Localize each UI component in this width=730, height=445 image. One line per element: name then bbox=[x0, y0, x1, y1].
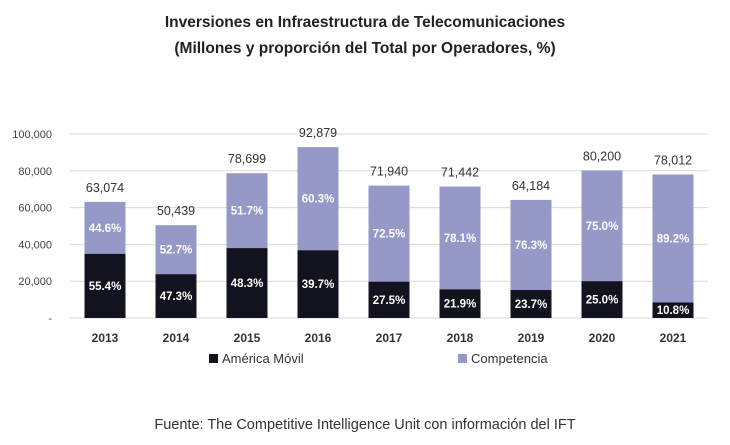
x-tick-label: 2019 bbox=[518, 331, 545, 345]
legend-swatch-america-movil bbox=[209, 354, 218, 363]
label-competencia-2013: 44.6% bbox=[89, 223, 122, 235]
bar-america-movil-2016 bbox=[297, 250, 339, 318]
label-competencia-2015: 51.7% bbox=[231, 206, 264, 218]
bar-competencia-2014 bbox=[155, 225, 197, 275]
x-tick-label: 2016 bbox=[305, 331, 332, 345]
total-label-2017: 71,940 bbox=[370, 165, 408, 179]
bar-america-movil-2014 bbox=[155, 274, 197, 318]
label-competencia-2019: 76.3% bbox=[515, 240, 548, 252]
label-competencia-2020: 75.0% bbox=[586, 221, 619, 233]
x-tick-label: 2013 bbox=[92, 331, 119, 345]
y-tick-label: 20,000 bbox=[18, 276, 52, 288]
bar-america-movil-2019 bbox=[510, 290, 552, 318]
label-america-movil-2020: 25.0% bbox=[586, 295, 619, 307]
total-label-2021: 78,012 bbox=[654, 153, 692, 167]
bar-competencia-2019 bbox=[510, 199, 552, 291]
x-tick-label: 2014 bbox=[163, 331, 190, 345]
x-tick-label: 2020 bbox=[589, 331, 616, 345]
label-america-movil-2015: 48.3% bbox=[231, 278, 264, 290]
bar-america-movil-2015 bbox=[226, 248, 268, 318]
legend: América Móvil Competencia bbox=[209, 351, 548, 366]
label-competencia-2018: 78.1% bbox=[444, 233, 477, 245]
legend-label-competencia: Competencia bbox=[471, 351, 548, 366]
bar-america-movil-2021 bbox=[652, 302, 694, 318]
chart-title: Inversiones en Infraestructura de Teleco… bbox=[164, 14, 566, 31]
x-tick-label: 2018 bbox=[447, 331, 474, 345]
total-label-2019: 64,184 bbox=[512, 179, 550, 193]
label-america-movil-2018: 21.9% bbox=[444, 299, 477, 311]
source-note: Fuente: The Competitive Intelligence Uni… bbox=[154, 417, 576, 433]
label-america-movil-2013: 55.4% bbox=[89, 281, 122, 293]
bar-competencia-2018 bbox=[439, 186, 481, 290]
label-competencia-2014: 52.7% bbox=[160, 245, 193, 257]
legend-swatch-competencia bbox=[458, 354, 467, 363]
bar-america-movil-2013 bbox=[84, 253, 126, 318]
total-label-2014: 50,439 bbox=[157, 204, 195, 218]
bar-america-movil-2020 bbox=[581, 281, 623, 318]
label-america-movil-2021: 10.8% bbox=[657, 305, 690, 317]
bar-competencia-2016 bbox=[297, 147, 339, 251]
bar-competencia-2015 bbox=[226, 173, 268, 249]
y-tick-label: 100,000 bbox=[12, 129, 52, 141]
total-label-2016: 92,879 bbox=[299, 126, 337, 140]
bar-competencia-2017 bbox=[368, 185, 410, 282]
label-america-movil-2017: 27.5% bbox=[373, 295, 406, 307]
bars bbox=[84, 147, 694, 318]
y-tick-label: - bbox=[48, 313, 52, 325]
bar-america-movil-2018 bbox=[439, 289, 481, 318]
total-label-2020: 80,200 bbox=[583, 149, 621, 163]
y-tick-label: 60,000 bbox=[18, 203, 52, 215]
bar-competencia-2020 bbox=[581, 170, 623, 282]
label-competencia-2017: 72.5% bbox=[373, 229, 406, 241]
x-tick-label: 2015 bbox=[234, 331, 261, 345]
legend-label-america-movil: América Móvil bbox=[222, 351, 304, 366]
labels: - 20,000 40,000 60,000 80,000 100,000 55.4% 44.… bbox=[12, 126, 692, 345]
label-competencia-2016: 60.3% bbox=[302, 194, 335, 206]
x-tick-label: 2021 bbox=[660, 331, 687, 345]
label-america-movil-2016: 39.7% bbox=[302, 279, 335, 291]
y-tick-label: 40,000 bbox=[18, 239, 52, 251]
bar-competencia-2021 bbox=[652, 174, 694, 303]
bar-america-movil-2017 bbox=[368, 281, 410, 318]
total-label-2015: 78,699 bbox=[228, 152, 266, 166]
bar-competencia-2013 bbox=[84, 201, 126, 254]
total-label-2018: 71,442 bbox=[441, 166, 479, 180]
label-america-movil-2014: 47.3% bbox=[160, 291, 193, 303]
total-label-2013: 63,074 bbox=[86, 181, 124, 195]
label-america-movil-2019: 23.7% bbox=[515, 299, 548, 311]
y-tick-label: 80,000 bbox=[18, 166, 52, 178]
label-competencia-2021: 89.2% bbox=[657, 233, 690, 245]
chart-subtitle: (Millones y proporción del Total por Ope… bbox=[174, 40, 556, 57]
x-tick-label: 2017 bbox=[376, 331, 403, 345]
